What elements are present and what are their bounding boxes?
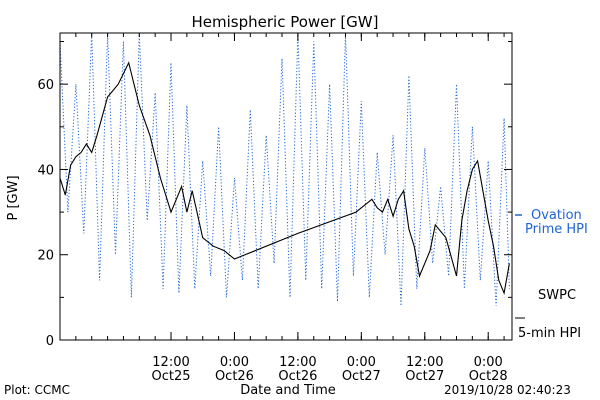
ticks-layer: 020406012:00Oct250:00Oct2612:00Oct260:00…: [37, 33, 512, 384]
x-tick-time-label: 0:00: [347, 355, 376, 370]
x-tick-time-label: 12:00: [152, 355, 189, 370]
legend-ovation-label-line2: Prime HPI: [525, 222, 588, 237]
x-tick-date-label: Oct26: [215, 369, 254, 384]
y-axis-label: P [GW]: [6, 175, 21, 220]
timestamp: 2019/10/28 02:40:23: [444, 383, 571, 397]
chart-title: Hemispheric Power [GW]: [192, 13, 379, 31]
x-axis-label: Date and Time: [240, 383, 336, 398]
x-tick-date-label: Oct27: [342, 369, 381, 384]
plot-area: 020406012:00Oct250:00Oct2612:00Oct260:00…: [37, 32, 513, 384]
x-tick-date-label: Oct26: [278, 369, 317, 384]
y-tick-label: 40: [37, 163, 54, 178]
x-tick-time-label: 0:00: [474, 355, 503, 370]
x-tick-time-label: 0:00: [220, 355, 249, 370]
x-tick-time-label: 12:00: [279, 355, 316, 370]
legend: Ovation Prime HPI SWPC 5-min HPI: [515, 208, 588, 341]
plot-frame: [59, 32, 513, 341]
y-tick-label: 60: [37, 78, 54, 93]
plot-credit: Plot: CCMC: [4, 383, 70, 397]
x-tick-date-label: Oct25: [152, 369, 191, 384]
x-tick-date-label: Oct28: [469, 369, 508, 384]
legend-ovation-label: Ovation: [531, 208, 582, 223]
y-tick-label: 20: [37, 249, 54, 264]
series-ovation-prime-line: [60, 33, 510, 306]
series-layer: [60, 33, 510, 306]
series-swpc-line: [60, 61, 510, 296]
x-tick-date-label: Oct27: [405, 369, 444, 384]
legend-swpc-label: SWPC: [538, 288, 576, 303]
legend-swpc-label-line2: 5-min HPI: [518, 326, 581, 341]
y-tick-label: 0: [46, 334, 54, 349]
x-tick-time-label: 12:00: [406, 355, 443, 370]
